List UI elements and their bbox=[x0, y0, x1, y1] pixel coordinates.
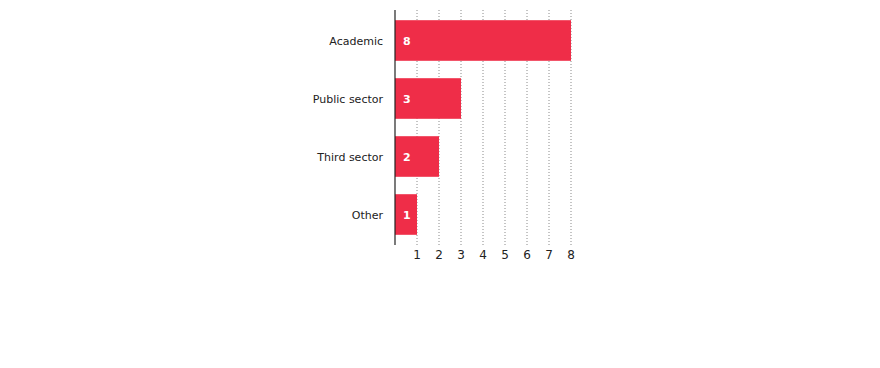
bar bbox=[395, 20, 571, 61]
tick-label: 4 bbox=[479, 248, 487, 262]
tick-label: 5 bbox=[501, 248, 509, 262]
axis-line bbox=[394, 10, 395, 245]
value-axis-line bbox=[395, 245, 571, 246]
tick-label: 2 bbox=[435, 248, 443, 262]
bar bbox=[395, 78, 461, 119]
data-label: 3 bbox=[403, 93, 411, 106]
category-label: Public sector bbox=[313, 93, 384, 106]
bar bbox=[395, 194, 417, 235]
data-label: 2 bbox=[403, 151, 411, 164]
category-label: Academic bbox=[329, 35, 383, 48]
tick-label: 7 bbox=[545, 248, 553, 262]
data-label: 1 bbox=[403, 209, 411, 222]
tick-label: 8 bbox=[567, 248, 575, 262]
tick-label: 3 bbox=[457, 248, 465, 262]
tick-label: 1 bbox=[413, 248, 421, 262]
tick-label: 6 bbox=[523, 248, 531, 262]
category-label: Other bbox=[352, 209, 384, 222]
category-label: Third sector bbox=[316, 151, 383, 164]
bar bbox=[395, 136, 439, 177]
chart: 12345678AcademicPublic sectorThird secto… bbox=[0, 0, 880, 368]
data-label: 8 bbox=[403, 35, 411, 48]
bars bbox=[395, 20, 571, 235]
